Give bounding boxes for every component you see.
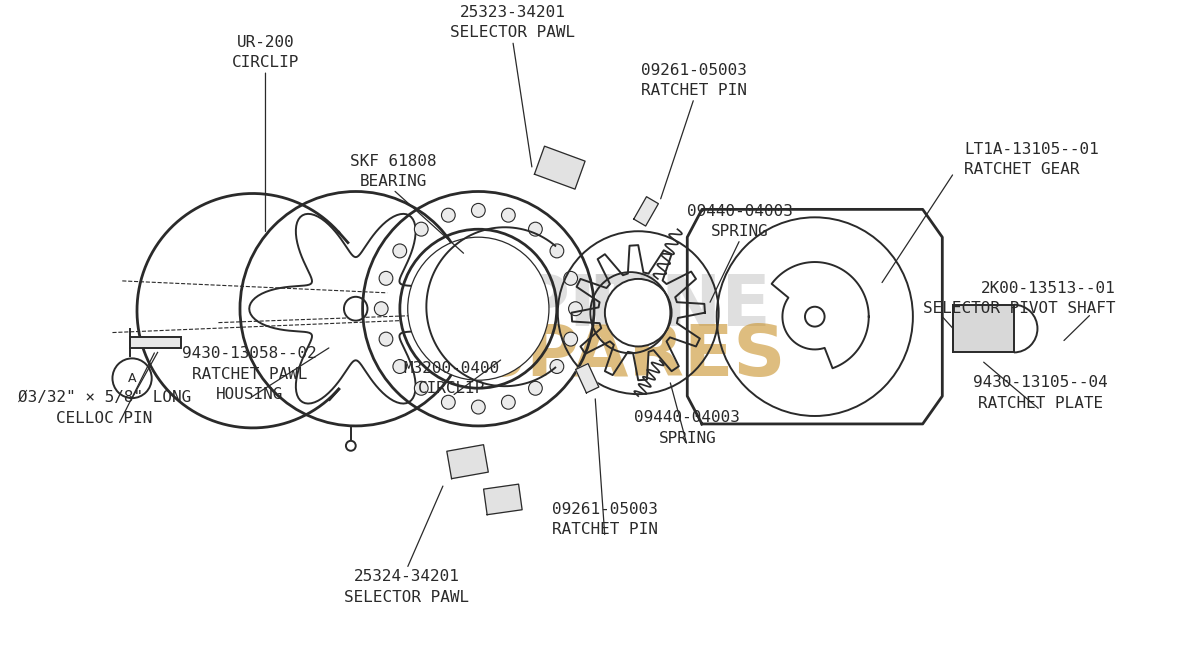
Circle shape: [502, 396, 515, 409]
Text: 9430-13058--02
RATCHET PAWL
HOUSING: 9430-13058--02 RATCHET PAWL HOUSING: [182, 346, 317, 402]
Circle shape: [408, 237, 548, 380]
Polygon shape: [576, 364, 599, 393]
Circle shape: [414, 382, 428, 396]
Text: A: A: [128, 372, 137, 385]
Circle shape: [564, 271, 577, 285]
Bar: [953, 305, 1014, 352]
Circle shape: [392, 360, 407, 374]
Circle shape: [605, 279, 672, 346]
Text: SKF 61808
BEARING: SKF 61808 BEARING: [349, 154, 437, 189]
Text: 9430-13105--04
RATCHET PLATE: 9430-13105--04 RATCHET PLATE: [973, 376, 1108, 411]
Text: LT1A-13105--01
RATCHET GEAR: LT1A-13105--01 RATCHET GEAR: [964, 142, 1099, 177]
Text: PIT: PIT: [517, 272, 646, 342]
Circle shape: [346, 441, 355, 451]
Text: Ø3/32" × 5/8" LONG
CELLOC PIN: Ø3/32" × 5/8" LONG CELLOC PIN: [18, 390, 191, 426]
Text: UR-200
CIRCLIP: UR-200 CIRCLIP: [232, 35, 299, 70]
Circle shape: [569, 301, 582, 315]
Text: 09440-04003
SPRING: 09440-04003 SPRING: [635, 410, 740, 446]
Text: 25324-34201
SELECTOR PAWL: 25324-34201 SELECTOR PAWL: [344, 569, 469, 604]
Text: 09261-05003
RATCHET PIN: 09261-05003 RATCHET PIN: [641, 63, 748, 98]
Text: 2K00-13513--01
SELECTOR PIVOT SHAFT: 2K00-13513--01 SELECTOR PIVOT SHAFT: [924, 281, 1116, 316]
Circle shape: [392, 244, 407, 258]
Circle shape: [374, 301, 388, 315]
Text: 09440-04003
SPRING: 09440-04003 SPRING: [688, 203, 793, 239]
Text: SPARES: SPARES: [475, 322, 786, 391]
Circle shape: [528, 222, 542, 236]
Circle shape: [550, 244, 564, 258]
Polygon shape: [534, 146, 586, 189]
Circle shape: [442, 208, 455, 222]
Polygon shape: [446, 445, 488, 479]
Polygon shape: [634, 197, 659, 226]
Bar: [130, 337, 181, 348]
Circle shape: [472, 203, 485, 217]
Circle shape: [502, 208, 515, 222]
Circle shape: [379, 271, 392, 285]
Circle shape: [564, 332, 577, 346]
Polygon shape: [484, 484, 522, 515]
Circle shape: [528, 382, 542, 396]
Circle shape: [442, 396, 455, 409]
Circle shape: [414, 222, 428, 236]
Text: 09261-05003
RATCHET PIN: 09261-05003 RATCHET PIN: [552, 502, 658, 537]
Circle shape: [344, 297, 367, 321]
Text: M3200-0400
CIRCLIP: M3200-0400 CIRCLIP: [403, 361, 500, 396]
Circle shape: [379, 332, 392, 346]
Circle shape: [805, 307, 824, 327]
Circle shape: [113, 358, 151, 398]
Text: LINE: LINE: [588, 272, 770, 342]
Text: 25323-34201
SELECTOR PAWL: 25323-34201 SELECTOR PAWL: [450, 5, 575, 40]
Circle shape: [472, 400, 485, 414]
Circle shape: [550, 360, 564, 374]
